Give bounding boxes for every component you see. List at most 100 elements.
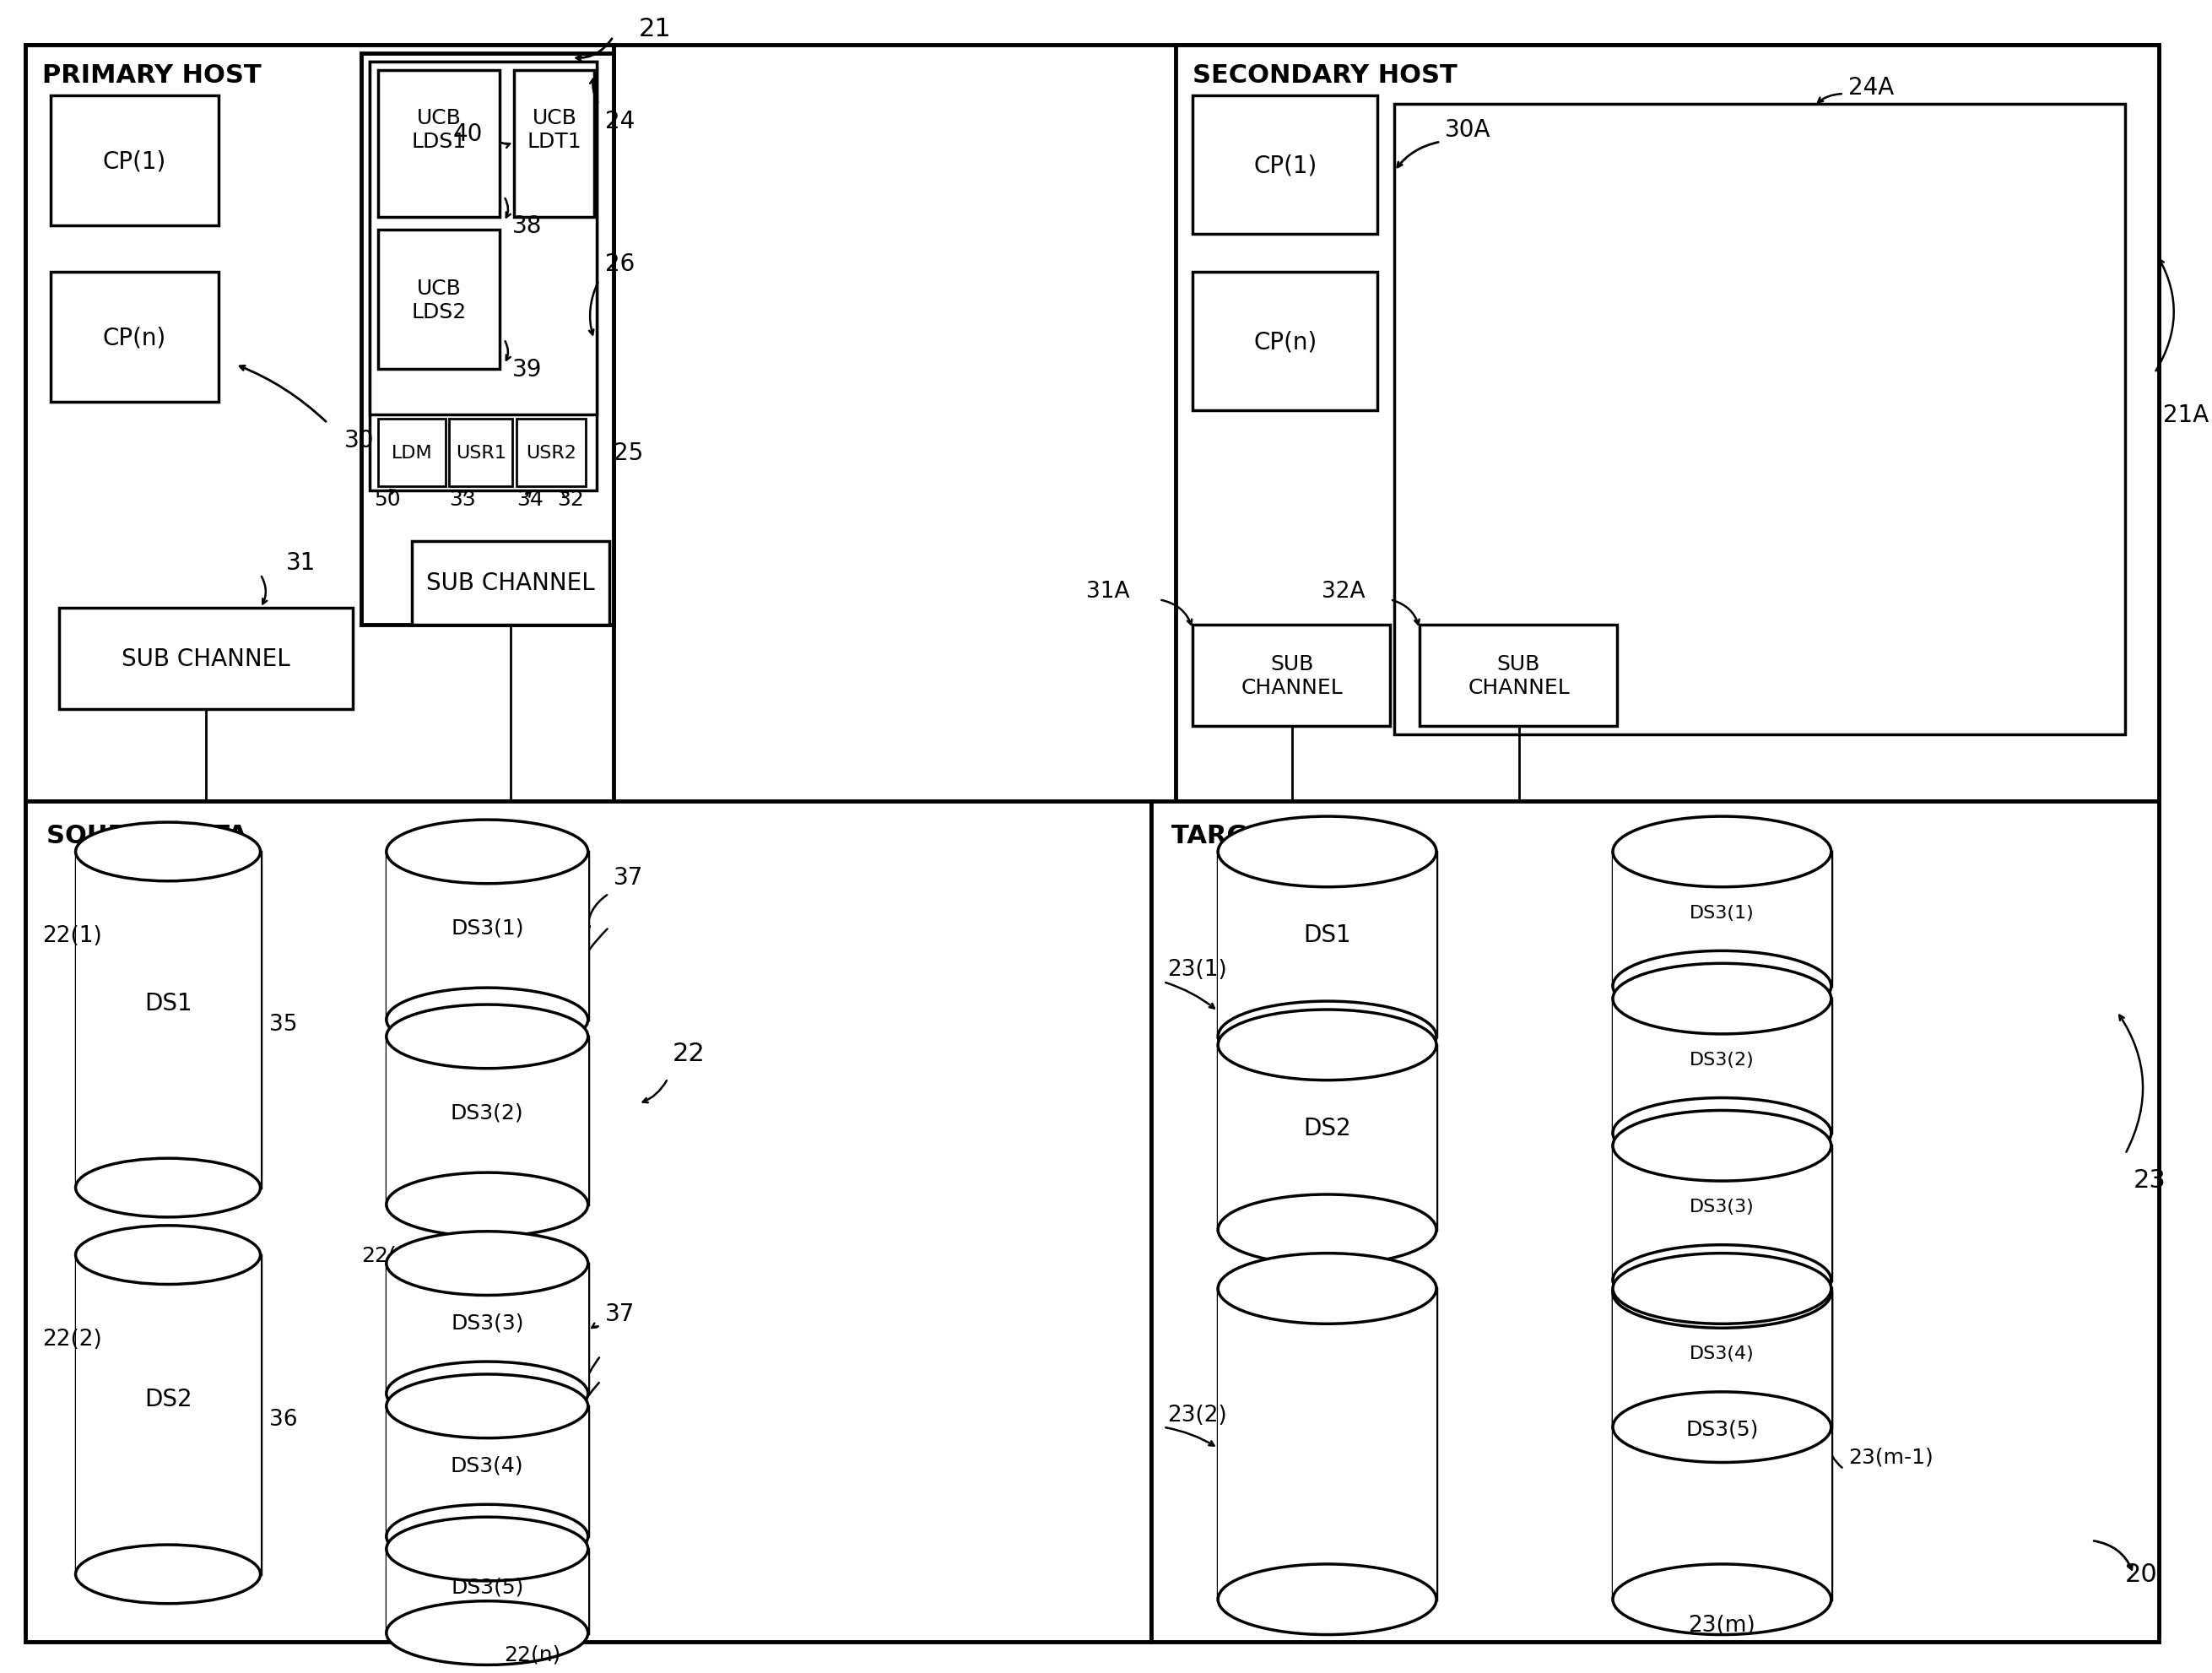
- Bar: [369, 62, 597, 415]
- Bar: [24, 45, 613, 801]
- Ellipse shape: [387, 1231, 588, 1295]
- Ellipse shape: [1219, 816, 1436, 887]
- Text: 22(n-1): 22(n-1): [361, 1245, 440, 1265]
- Bar: [1613, 1288, 1832, 1599]
- Text: 30: 30: [345, 428, 374, 452]
- Ellipse shape: [387, 989, 588, 1052]
- Text: 22(1): 22(1): [42, 925, 102, 947]
- Bar: [387, 1407, 588, 1536]
- Text: DS3(3): DS3(3): [451, 1312, 524, 1332]
- Ellipse shape: [1219, 1010, 1436, 1081]
- Bar: [1219, 1046, 1436, 1230]
- Bar: [449, 420, 513, 487]
- Text: CP(1): CP(1): [102, 151, 166, 174]
- Text: 36: 36: [270, 1409, 296, 1430]
- Text: SOURCE DATA: SOURCE DATA: [46, 823, 248, 848]
- Bar: [1192, 273, 1378, 412]
- Text: 37: 37: [604, 1302, 635, 1325]
- Ellipse shape: [1613, 1097, 1832, 1169]
- Text: 22(2): 22(2): [42, 1328, 102, 1350]
- Text: UCB
LDT1: UCB LDT1: [526, 109, 582, 152]
- Ellipse shape: [75, 823, 261, 882]
- Ellipse shape: [1613, 1245, 1832, 1315]
- Text: 40: 40: [453, 122, 482, 146]
- Bar: [1219, 852, 1436, 1037]
- Text: SUB CHANNEL: SUB CHANNEL: [122, 647, 290, 671]
- Text: 32: 32: [557, 489, 584, 510]
- Ellipse shape: [387, 1517, 588, 1581]
- Ellipse shape: [1613, 1253, 1832, 1323]
- Bar: [1394, 105, 2126, 734]
- Bar: [387, 1549, 588, 1633]
- Ellipse shape: [387, 1504, 588, 1568]
- Ellipse shape: [1613, 964, 1832, 1034]
- Bar: [1177, 45, 2159, 801]
- Text: TARGET DATA: TARGET DATA: [1172, 823, 1367, 848]
- Ellipse shape: [75, 1544, 261, 1604]
- Text: DS2: DS2: [1303, 1116, 1352, 1139]
- Text: USR1: USR1: [456, 445, 507, 462]
- Text: 23(1): 23(1): [1168, 959, 1228, 980]
- Ellipse shape: [1613, 1392, 1832, 1462]
- Bar: [378, 70, 500, 217]
- Text: DS3(2): DS3(2): [451, 1103, 524, 1123]
- Ellipse shape: [1613, 952, 1832, 1022]
- Ellipse shape: [387, 1173, 588, 1236]
- Bar: [1192, 626, 1389, 726]
- Ellipse shape: [1219, 1002, 1436, 1072]
- Text: 23(m-1): 23(m-1): [1847, 1447, 1933, 1467]
- Ellipse shape: [1219, 1564, 1436, 1635]
- Text: 34: 34: [518, 489, 544, 510]
- Ellipse shape: [1613, 816, 1832, 887]
- Bar: [1150, 801, 2159, 1641]
- Bar: [60, 609, 352, 709]
- Text: 38: 38: [513, 214, 542, 238]
- Text: CP(1): CP(1): [1254, 154, 1316, 177]
- Ellipse shape: [75, 1158, 261, 1218]
- Text: SUB CHANNEL: SUB CHANNEL: [427, 572, 595, 596]
- Text: DS3(5): DS3(5): [1686, 1419, 1759, 1439]
- Bar: [1613, 852, 1832, 987]
- Text: 20: 20: [2126, 1563, 2159, 1586]
- Text: DS3(1): DS3(1): [1690, 903, 1754, 920]
- Ellipse shape: [387, 820, 588, 883]
- Bar: [1219, 1288, 1436, 1599]
- Text: 22(n): 22(n): [504, 1645, 562, 1665]
- Text: 32A: 32A: [1321, 581, 1365, 602]
- Text: UCB
LDS1: UCB LDS1: [411, 109, 467, 152]
- Bar: [51, 97, 219, 226]
- Ellipse shape: [75, 1226, 261, 1285]
- Ellipse shape: [1613, 1564, 1832, 1635]
- Text: DS3(4): DS3(4): [451, 1456, 524, 1476]
- Ellipse shape: [1219, 1195, 1436, 1265]
- Text: 30A: 30A: [1444, 119, 1491, 142]
- Ellipse shape: [387, 1374, 588, 1439]
- Bar: [1613, 1293, 1832, 1427]
- Bar: [513, 70, 593, 217]
- Text: DS3(4): DS3(4): [1690, 1345, 1754, 1362]
- Text: 26: 26: [604, 253, 635, 276]
- Bar: [24, 801, 1150, 1641]
- Text: DS3(5): DS3(5): [451, 1576, 524, 1598]
- Text: 22: 22: [672, 1041, 706, 1066]
- Text: 24A: 24A: [1847, 75, 1893, 100]
- Bar: [51, 273, 219, 403]
- Bar: [1613, 1146, 1832, 1280]
- Ellipse shape: [1219, 1253, 1436, 1323]
- Text: 23: 23: [2135, 1168, 2166, 1191]
- Text: DS1: DS1: [1303, 923, 1352, 947]
- Bar: [369, 62, 597, 490]
- Ellipse shape: [387, 1362, 588, 1425]
- Text: 23(m): 23(m): [1688, 1614, 1756, 1636]
- Text: 23(2): 23(2): [1168, 1404, 1228, 1425]
- Text: CP(n): CP(n): [1254, 331, 1316, 355]
- Bar: [387, 1263, 588, 1394]
- Text: 35: 35: [270, 1014, 296, 1036]
- Text: LDM: LDM: [392, 445, 431, 462]
- Ellipse shape: [387, 1601, 588, 1665]
- Text: DS3(1): DS3(1): [451, 917, 524, 939]
- Text: DS1: DS1: [144, 992, 192, 1016]
- Text: 24: 24: [604, 110, 635, 134]
- Text: 39: 39: [513, 358, 542, 381]
- Bar: [75, 852, 261, 1188]
